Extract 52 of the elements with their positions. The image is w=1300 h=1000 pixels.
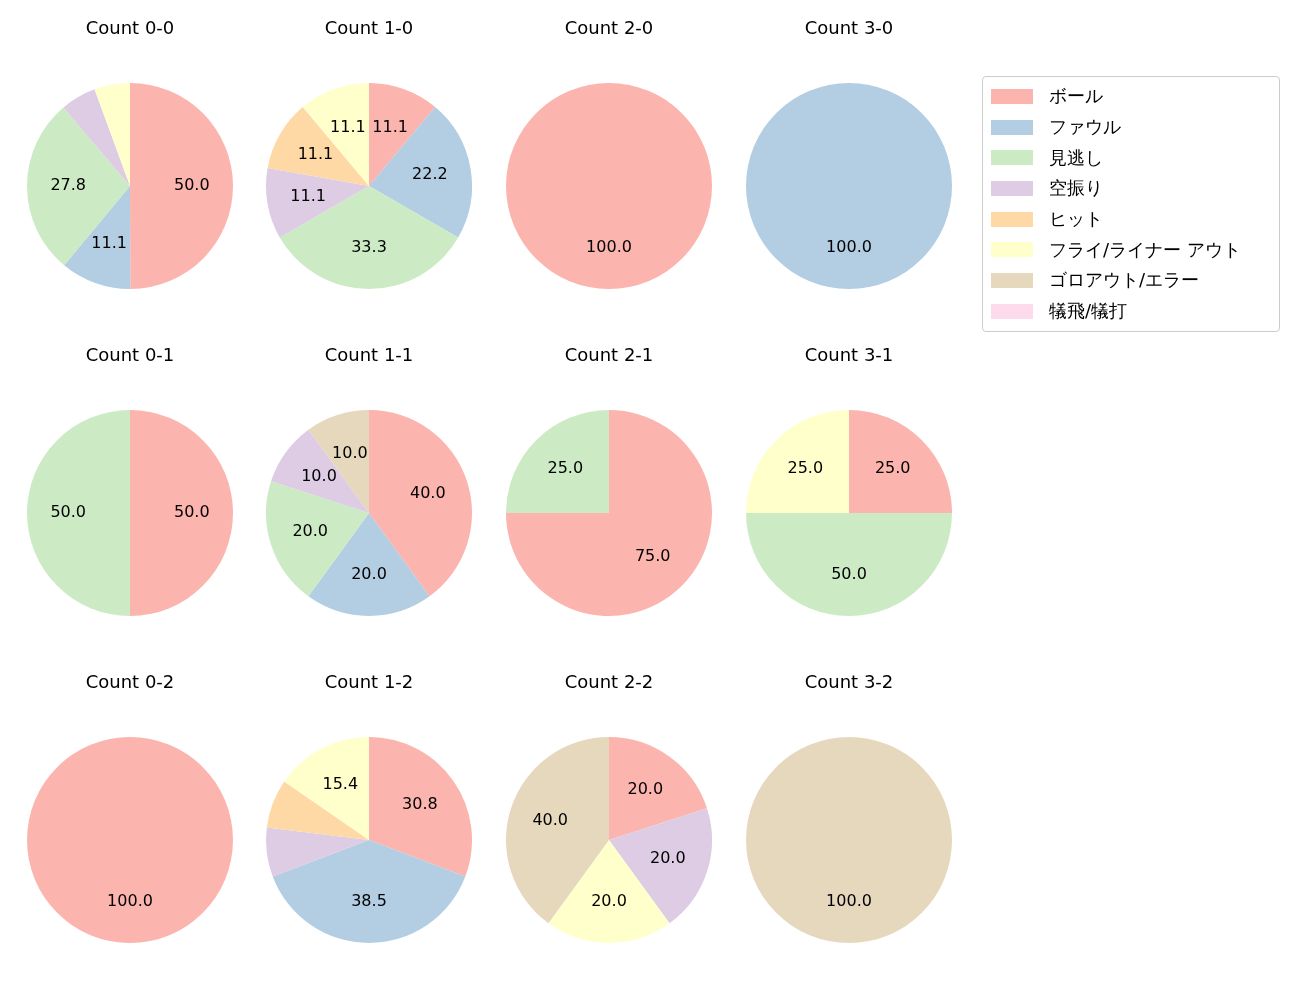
data-label: 50.0 [831, 563, 867, 583]
chart-title: Count 0-1 [84, 344, 176, 365]
legend-label: ゴロアウト/エラー [1049, 268, 1200, 293]
chart-title: Count 2-1 [563, 344, 655, 365]
data-label: 20.0 [649, 848, 686, 868]
data-label: 27.8 [50, 175, 87, 195]
data-label: 100.0 [107, 890, 153, 910]
data-label: 11.1 [372, 117, 408, 137]
data-label: 15.4 [322, 774, 359, 794]
legend-label: フライ/ライナー アウト [1049, 237, 1241, 262]
chart-title: Count 0-0 [84, 17, 176, 38]
legend-label: ヒット [1049, 207, 1103, 232]
data-label: 11.1 [330, 117, 366, 137]
chart-title: Count 2-2 [563, 671, 655, 692]
legend-label: 空振り [1049, 176, 1103, 201]
legend-label: 見逃し [1049, 145, 1103, 170]
legend-label: ファウル [1049, 115, 1121, 140]
data-label: 25.0 [547, 458, 584, 478]
data-label: 33.3 [351, 236, 387, 256]
data-label: 11.1 [290, 185, 326, 205]
data-label: 40.0 [532, 810, 569, 830]
legend-label: ボール [1049, 84, 1103, 109]
data-label: 20.0 [292, 521, 329, 541]
data-label: 50.0 [50, 502, 87, 522]
data-label: 100.0 [826, 890, 872, 910]
data-label: 50.0 [173, 175, 210, 195]
data-label: 11.1 [91, 233, 127, 253]
chart-title: Count 1-0 [323, 17, 415, 38]
legend-label: 犠飛/犠打 [1049, 299, 1128, 324]
chart-title: Count 1-2 [323, 671, 415, 692]
chart-title: Count 3-2 [803, 671, 895, 692]
data-label: 20.0 [591, 890, 627, 910]
data-label: 100.0 [586, 236, 632, 256]
data-label: 22.2 [412, 164, 448, 184]
data-label: 25.0 [787, 458, 824, 478]
data-label: 40.0 [409, 483, 446, 503]
chart-title: Count 3-0 [803, 17, 895, 38]
data-label: 25.0 [874, 458, 911, 478]
chart-title: Count 3-1 [803, 344, 895, 365]
data-label: 10.0 [332, 443, 368, 463]
data-label: 100.0 [826, 236, 872, 256]
data-label: 10.0 [301, 465, 337, 485]
data-label: 20.0 [351, 563, 387, 583]
chart-title: Count 2-0 [563, 17, 655, 38]
data-label: 30.8 [402, 794, 438, 814]
data-label: 38.5 [351, 890, 387, 910]
chart-title: Count 0-2 [84, 671, 176, 692]
data-label: 75.0 [634, 545, 671, 565]
data-label: 11.1 [297, 144, 334, 164]
chart-title: Count 1-1 [323, 344, 415, 365]
data-label: 20.0 [627, 779, 664, 799]
data-label: 50.0 [173, 502, 210, 522]
